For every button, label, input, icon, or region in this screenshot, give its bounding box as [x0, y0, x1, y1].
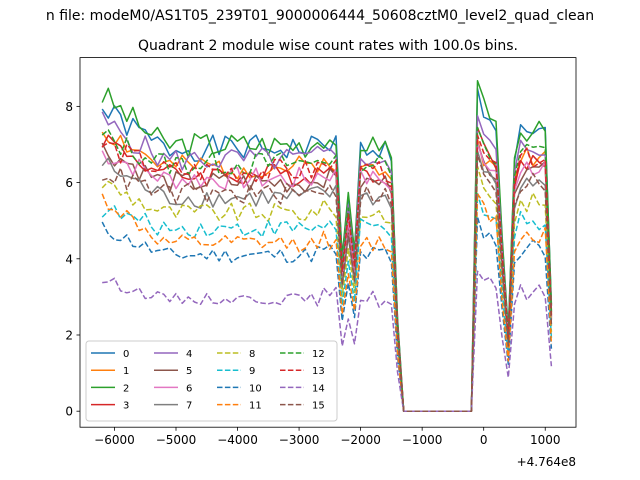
y-tick-label: 0 — [65, 405, 73, 419]
legend-label-2: 2 — [123, 383, 129, 394]
y-tick-label: 8 — [65, 100, 73, 114]
legend-label-3: 3 — [123, 401, 129, 412]
legend-label-0: 0 — [123, 349, 129, 360]
legend-label-10: 10 — [249, 383, 262, 394]
legend-label-15: 15 — [312, 401, 325, 412]
x-tick-label: −1000 — [402, 433, 443, 447]
series-line-14 — [102, 270, 553, 412]
legend-box — [85, 340, 338, 422]
legend-label-4: 4 — [186, 349, 192, 360]
x-tick-label: −4000 — [217, 433, 258, 447]
series-layer — [101, 80, 553, 412]
x-axis: −6000 −5000 −4000 −3000 −2000 −1000 0 1000 — [94, 427, 561, 447]
x-tick-label: −3000 — [279, 433, 320, 447]
legend-label-1: 1 — [123, 366, 129, 377]
legend-label-7: 7 — [186, 401, 192, 412]
y-tick-label: 6 — [65, 176, 73, 190]
series-line-15 — [101, 153, 553, 412]
y-axis: 0 2 4 6 8 — [65, 100, 80, 419]
legend-label-6: 6 — [186, 383, 192, 394]
x-tick-label: −6000 — [94, 433, 135, 447]
legend-label-13: 13 — [312, 366, 325, 377]
suptitle: n file: modeM0/AS1T05_239T01_9000006444_… — [46, 8, 594, 24]
legend-label-9: 9 — [249, 366, 255, 377]
series-line-11 — [101, 192, 553, 412]
legend-label-12: 12 — [312, 349, 325, 360]
x-offset-label: +4.764e8 — [517, 455, 576, 469]
x-tick-label: 1000 — [530, 433, 561, 447]
y-tick-label: 4 — [65, 252, 73, 266]
x-tick-label: −5000 — [156, 433, 197, 447]
axes-frame — [79, 57, 577, 428]
legend-label-11: 11 — [249, 401, 262, 412]
chart-title: Quadrant 2 module wise count rates with … — [138, 38, 518, 54]
plot-area — [79, 57, 577, 428]
x-tick-label: −2000 — [340, 433, 381, 447]
x-tick-label: 0 — [480, 433, 488, 447]
legend-label-8: 8 — [249, 349, 255, 360]
y-tick-label: 2 — [65, 328, 73, 342]
series-line-10 — [101, 216, 553, 412]
legend-label-14: 14 — [312, 383, 325, 394]
legend-label-5: 5 — [186, 366, 192, 377]
